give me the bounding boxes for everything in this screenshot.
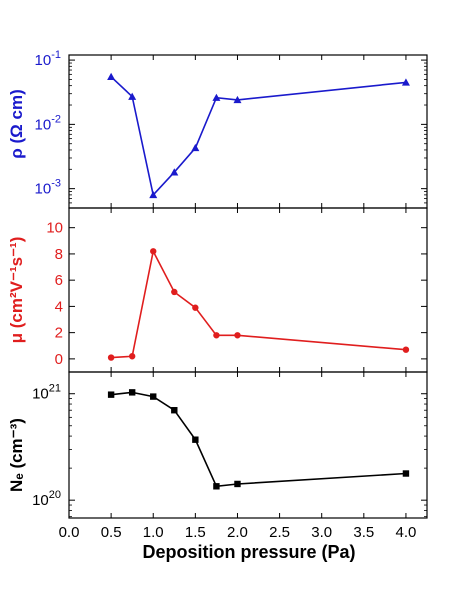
data-point xyxy=(402,470,410,477)
y-tick-label: 2 xyxy=(55,325,63,342)
data-point xyxy=(107,72,116,80)
x-axis-label: Deposition pressure (Pa) xyxy=(142,542,355,562)
y-axis-label-mobility: μ (cm²V⁻¹s⁻¹) xyxy=(7,237,26,344)
data-point xyxy=(192,304,199,311)
data-point xyxy=(234,332,241,339)
panel-mobility: 0 2 4 6 8 10 xyxy=(46,207,428,373)
data-point xyxy=(170,168,179,176)
data-point xyxy=(212,93,221,101)
data-point xyxy=(107,391,115,398)
series-line xyxy=(111,391,406,488)
y-tick-label: 0 xyxy=(55,351,63,368)
x-axis: 0.0 0.5 1.0 1.5 2.0 2.5 3.0 3.5 4.0 xyxy=(59,524,417,541)
x-tick-label: 2.0 xyxy=(227,524,248,541)
y-tick-label: 10 xyxy=(46,220,63,237)
x-tick-label: 1.5 xyxy=(185,524,206,541)
data-point xyxy=(128,92,137,100)
x-tick-label: 4.0 xyxy=(396,524,417,541)
data-point xyxy=(150,248,157,255)
y-tick-label: 4 xyxy=(55,298,63,315)
plot-frame xyxy=(68,54,428,209)
x-tick-label: 3.5 xyxy=(353,524,374,541)
x-tick-label: 1.0 xyxy=(143,524,164,541)
data-point xyxy=(213,483,220,490)
y-tick-label: 10-1 xyxy=(35,49,61,69)
plot-frame xyxy=(68,371,428,519)
data-point xyxy=(171,407,178,414)
data-point xyxy=(233,95,242,104)
data-point xyxy=(213,332,220,339)
data-point xyxy=(149,190,158,199)
data-point xyxy=(128,353,136,360)
data-point xyxy=(150,393,157,400)
data-point xyxy=(107,354,115,361)
y-tick-label: 10-2 xyxy=(35,113,61,133)
y-tick-label: 6 xyxy=(55,272,63,289)
series-line xyxy=(111,248,406,359)
data-point xyxy=(191,143,200,152)
data-point xyxy=(192,436,199,443)
y-tick-label: 1021 xyxy=(32,383,61,403)
x-tick-label: 0.5 xyxy=(101,524,122,541)
y-tick-label: 8 xyxy=(55,246,63,263)
data-point xyxy=(234,480,241,488)
y-axis-label-carrier-concentration: Nₑ (cm⁻³) xyxy=(7,418,26,492)
x-tick-label: 3.0 xyxy=(311,524,332,541)
series-line xyxy=(110,76,406,197)
data-point xyxy=(401,78,410,86)
y-axis-label-resistivity: ρ (Ω cm) xyxy=(7,89,26,159)
data-point xyxy=(171,288,178,296)
panel-resistivity: 10-1 10-2 10-3 xyxy=(35,49,428,209)
y-tick-label: 1020 xyxy=(32,489,61,509)
data-point xyxy=(128,389,136,396)
x-tick-label: 0.0 xyxy=(59,524,80,541)
x-tick-label: 2.5 xyxy=(269,524,290,541)
y-tick-label: 10-3 xyxy=(35,178,61,198)
data-point xyxy=(402,346,410,353)
panel-carrier-concentration: 1021 1020 xyxy=(32,371,428,519)
